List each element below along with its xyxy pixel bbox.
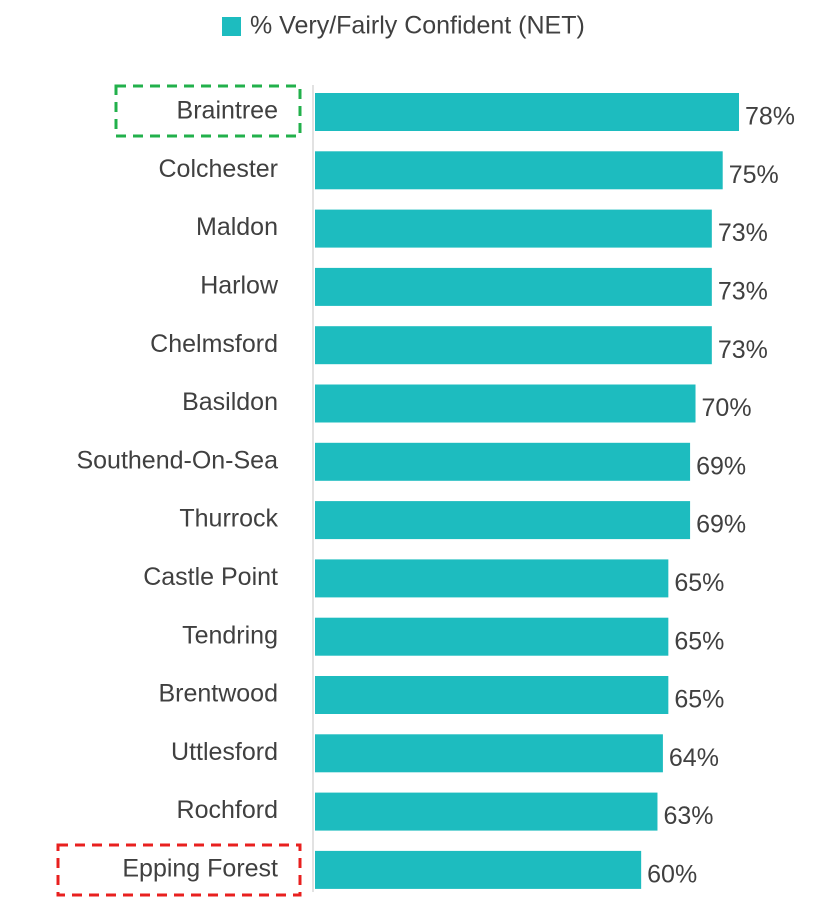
highlight-box [114, 84, 302, 138]
bar [315, 93, 740, 131]
y-tick-label: Uttlesford [171, 738, 278, 766]
data-label: 69% [696, 511, 746, 539]
y-tick-label: Basildon [182, 388, 278, 416]
bar [315, 267, 712, 306]
y-tick-label: Castle Point [143, 563, 278, 591]
y-tick-label: Thurrock [179, 505, 278, 533]
bar [315, 384, 696, 423]
y-tick-label: Colchester [159, 155, 279, 183]
bar [315, 442, 691, 481]
y-tick-label: Maldon [196, 213, 278, 241]
y-tick-label: Rochford [177, 796, 278, 824]
bar [315, 617, 669, 656]
bar [315, 676, 669, 714]
data-label: 65% [674, 686, 724, 714]
y-tick-label: Tendring [182, 621, 278, 649]
legend-label: % Very/Fairly Confident (NET) [250, 12, 585, 40]
bar [315, 326, 712, 365]
data-label: 69% [696, 452, 746, 480]
data-label: 78% [745, 103, 795, 131]
legend-swatch [222, 17, 241, 36]
bar [315, 209, 712, 248]
data-label: 75% [729, 161, 779, 189]
y-tick-label: Chelmsford [150, 330, 278, 358]
y-tick-label: Brentwood [158, 680, 278, 708]
bar [315, 559, 669, 598]
bar [315, 734, 663, 773]
bar [315, 501, 691, 540]
y-tick-label: Epping Forest [122, 855, 278, 883]
data-label: 65% [674, 627, 724, 655]
data-label: 63% [663, 802, 713, 830]
data-label: 73% [718, 278, 768, 306]
data-label: 73% [718, 219, 768, 247]
bar [315, 792, 658, 831]
data-label: 70% [702, 394, 752, 422]
y-tick-label: Southend-On-Sea [76, 446, 278, 474]
y-tick-label: Harlow [200, 272, 279, 300]
bar [315, 850, 642, 889]
highlight-box [56, 843, 302, 897]
bar [315, 151, 723, 190]
data-label: 73% [718, 336, 768, 364]
data-label: 60% [647, 861, 697, 889]
y-tick-label: Braintree [177, 97, 278, 125]
data-label: 64% [669, 744, 719, 772]
data-label: 65% [674, 569, 724, 597]
